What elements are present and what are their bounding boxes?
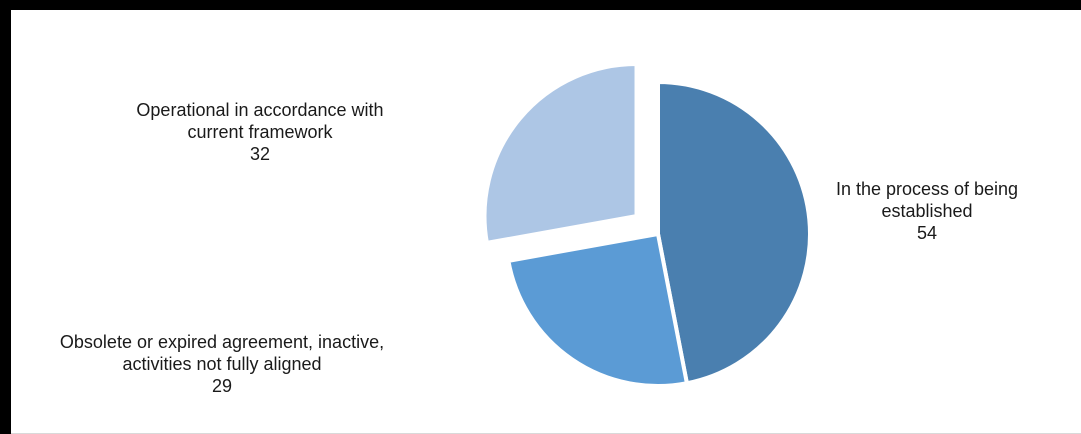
slice-label-text: established — [881, 201, 973, 221]
slice-value: 32 — [249, 144, 271, 164]
slice-label-operational: Operational in accordance with current f… — [100, 99, 420, 165]
slice-value: 29 — [211, 376, 233, 396]
slice-label-text: Operational in accordance with — [136, 100, 384, 120]
slice-label-text: Obsolete or expired agreement, inactive, — [59, 332, 385, 352]
slice-value: 54 — [916, 223, 938, 243]
slice-label-text: In the process of being — [835, 179, 1019, 199]
slice-label-obsolete: Obsolete or expired agreement, inactive,… — [22, 331, 422, 397]
pie-slice-obsolete — [506, 232, 689, 388]
pie-slice-operational — [482, 62, 639, 245]
slice-label-in-process: In the process of being established 54 — [812, 178, 1042, 244]
pie-slice-in-process — [656, 80, 812, 386]
slice-label-text: activities not fully aligned — [122, 354, 322, 374]
slice-label-text: current framework — [187, 122, 333, 142]
